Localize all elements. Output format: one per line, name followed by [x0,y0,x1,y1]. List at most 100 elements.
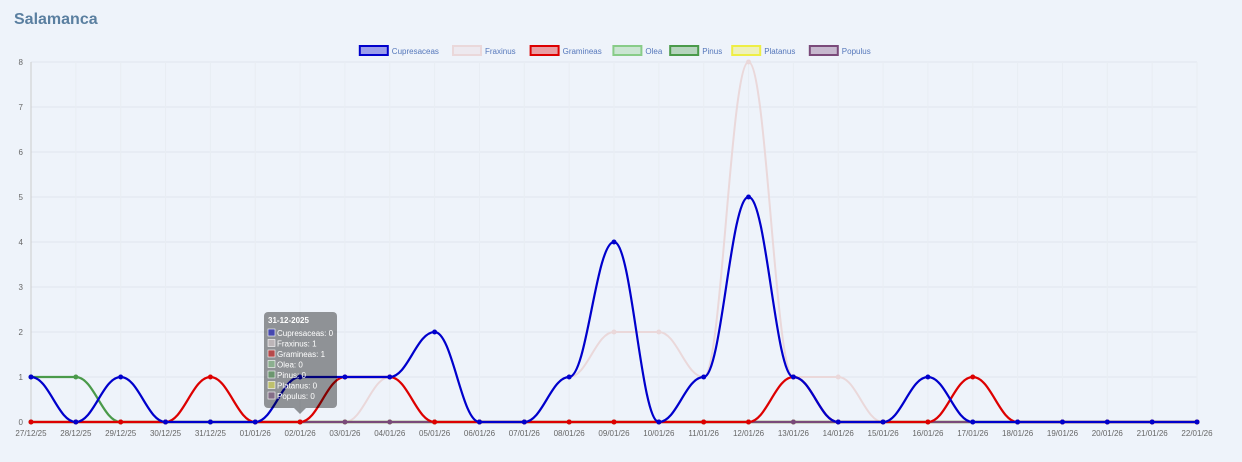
data-point[interactable] [611,239,617,245]
tooltip-title: 31-12-2025 [268,316,309,325]
data-point[interactable] [746,59,752,65]
data-point[interactable] [656,329,662,335]
tooltip-item: Platanus: 0 [277,382,318,391]
legend-label: Cupresaceas [392,47,439,56]
data-point[interactable] [73,419,79,425]
legend-swatch [808,45,839,56]
data-point[interactable] [701,419,707,425]
data-point[interactable] [925,419,931,425]
tooltip-swatch [267,328,276,337]
data-point[interactable] [970,419,976,425]
x-tick-label: 22/01/26 [1181,429,1213,438]
data-point[interactable] [566,419,572,425]
tooltip-swatch [267,381,276,389]
data-point[interactable] [252,419,258,425]
legend-item[interactable]: Populus [808,45,871,56]
data-point[interactable] [476,419,482,425]
tooltip-item: Gramineas: 1 [277,350,326,359]
data-point[interactable] [163,419,169,425]
data-point[interactable] [28,419,34,425]
data-point[interactable] [387,419,393,425]
tooltip-box [264,312,337,408]
data-point[interactable] [1059,419,1065,425]
data-point[interactable] [118,374,124,380]
data-point[interactable] [835,374,841,380]
legend-label: Olea [645,47,662,56]
x-tick-label: 30/12/25 [150,429,182,438]
tooltip-item: Olea: 0 [277,361,303,370]
data-point[interactable] [73,374,79,380]
y-tick-label: 2 [19,328,24,337]
data-point[interactable] [297,419,303,425]
x-tick-label: 04/01/26 [374,429,406,438]
x-tick-label: 15/01/26 [868,429,900,438]
tooltip-swatch [267,360,276,368]
legend-item[interactable]: Gramineas [529,45,602,56]
legend-label: Platanus [764,47,795,56]
data-point[interactable] [925,374,931,380]
data-point[interactable] [432,419,438,425]
data-point[interactable] [28,374,34,380]
legend-item[interactable]: Cupresaceas [358,45,439,56]
x-tick-label: 08/01/26 [554,429,586,438]
data-point[interactable] [880,419,886,425]
y-tick-label: 1 [19,373,24,382]
tooltip-swatch [267,339,276,347]
data-point[interactable] [701,374,707,380]
data-point[interactable] [611,419,617,425]
data-point[interactable] [1104,419,1110,425]
legend-item[interactable]: Pinus [669,45,722,56]
data-point[interactable] [521,419,527,425]
series-line [30,195,1197,424]
legend-label: Fraxinus [485,47,516,56]
data-point[interactable] [1194,419,1200,425]
x-tick-label: 11/01/26 [688,429,719,438]
data-point[interactable] [1015,419,1021,425]
data-point[interactable] [746,194,752,200]
x-tick-label: 10/01/26 [643,429,675,438]
data-point[interactable] [790,419,796,425]
data-point[interactable] [342,374,348,380]
data-point[interactable] [387,374,393,380]
legend-label: Pinus [702,47,722,56]
data-point[interactable] [432,329,438,335]
x-tick-label: 16/01/26 [912,429,944,438]
y-tick-label: 7 [19,103,24,112]
tooltip: 31-12-2025 Cupresaceas: 0 Fraxinus: 1Grami… [264,312,337,414]
legend-item[interactable]: Fraxinus [452,45,516,56]
x-tick-label: 07/01/26 [509,429,541,438]
legend-swatch [669,45,700,56]
y-tick-label: 6 [19,148,24,157]
legend-label: Populus [842,47,871,56]
tooltip-item: Cupresaceas: 0 [277,329,334,338]
data-point[interactable] [566,374,572,380]
data-point[interactable] [207,374,213,380]
data-point[interactable] [746,419,752,425]
x-tick-label: 09/01/26 [598,429,630,438]
data-point[interactable] [297,374,303,380]
data-point[interactable] [790,374,796,380]
legend-item[interactable]: Platanus [731,45,795,56]
data-point[interactable] [656,419,662,425]
x-tick-label: 27/12/25 [15,429,47,438]
data-point[interactable] [611,329,617,335]
data-point[interactable] [1149,419,1155,425]
legend-swatch [731,45,762,56]
data-point[interactable] [970,374,976,380]
legend-item[interactable]: Olea [612,45,663,56]
x-tick-label: 05/01/26 [419,429,451,438]
tooltip-swatch [267,349,276,358]
x-tick-label: 14/01/26 [823,429,855,438]
data-point[interactable] [835,419,841,425]
tooltip-caret [294,408,306,414]
x-tick-label: 20/01/26 [1092,429,1124,438]
legend-swatch [358,45,389,56]
page-title: Salamanca [14,11,98,28]
data-point[interactable] [342,419,348,425]
data-point[interactable] [207,419,213,425]
data-point[interactable] [118,419,124,425]
legend-swatch [612,45,643,56]
tooltip-item: Populus: 0 [277,392,315,401]
